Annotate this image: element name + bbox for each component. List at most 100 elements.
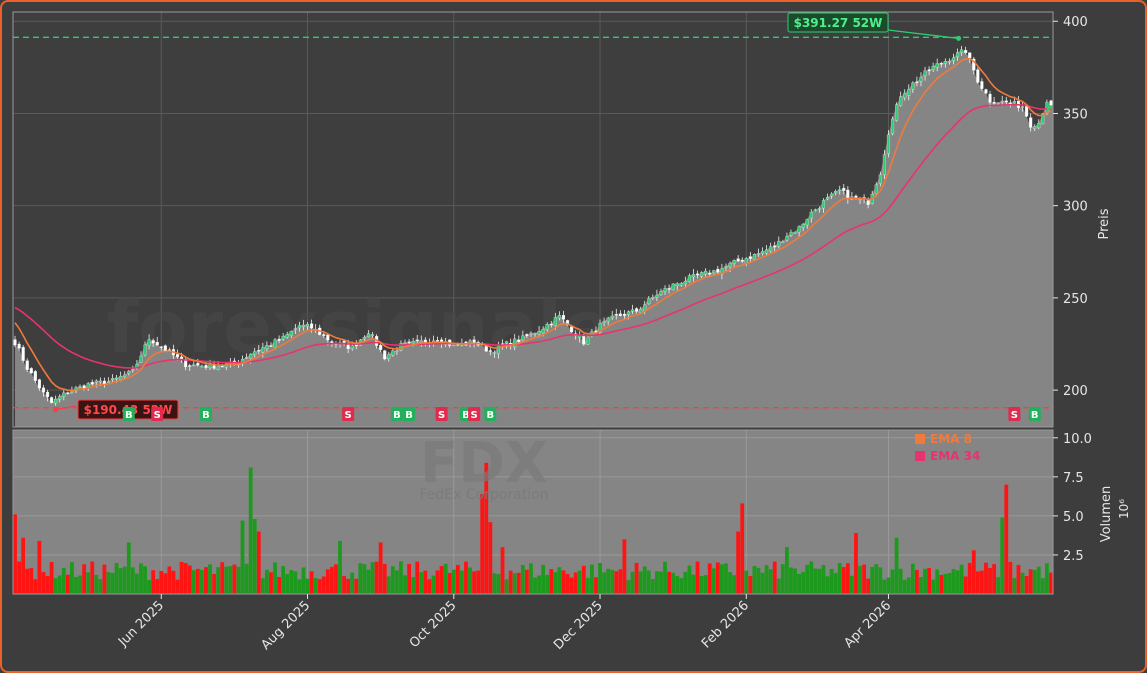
candle-body [671,283,675,291]
candle-body [988,93,992,103]
candle-body [1020,106,1025,108]
volume-bar [285,574,290,594]
candle-body [606,317,610,322]
candle-body [1025,106,1029,117]
volume-bar [208,564,212,594]
candle-body [1041,113,1045,124]
volume-bar [776,578,781,594]
candle-body [159,346,163,348]
x-tick-label: Oct 2025 [407,598,460,651]
candle-body [878,174,882,184]
volume-bar [468,567,472,594]
volume-bar [102,564,107,594]
volume-bar [752,566,757,594]
candle-body [964,50,968,53]
candle-body [411,341,415,344]
candle-body [1000,100,1004,103]
candle-body [984,89,988,94]
volume-bar [760,572,765,594]
legend-swatch [915,451,925,461]
volume-bar [301,567,306,594]
volume-bar [480,494,485,594]
volume-bar [281,566,286,594]
candle-body [765,249,769,254]
volume-bar [53,578,58,594]
volume-bar [1008,561,1013,594]
volume-tick-label: 7.5 [1063,471,1084,486]
candle-body [732,260,736,264]
volume-bar [967,562,972,594]
volume-bar [216,567,221,594]
volume-bar [992,564,996,594]
volume-bar [277,576,281,594]
candle-body [188,365,192,367]
volume-bar [671,572,676,594]
volume-bar [260,578,265,594]
candle-body [533,333,537,335]
buy-signal [1028,407,1041,421]
volume-bar [801,572,806,594]
candle-body [679,283,683,286]
candle-body [261,347,265,353]
volume-bar [732,575,736,594]
volume-bar [167,566,172,594]
volume-bar [443,563,448,594]
candle-body [1004,100,1008,103]
candle-body [537,331,541,335]
candle-body [180,356,184,360]
candle-body [720,268,724,275]
volume-bar [325,569,330,594]
volume-bar [25,568,30,594]
volume-bar [94,574,99,594]
candle-body [931,66,935,71]
candle-body [273,339,277,348]
candle-body [1029,117,1033,128]
volume-bar [614,571,619,594]
volume-bar [447,572,452,594]
volume-bar [407,563,411,594]
sell-signal [435,407,448,421]
volume-bar [126,542,131,594]
candle-body [1049,100,1053,106]
volume-bar [330,566,334,594]
volume-bar [789,567,793,594]
buy-signal [403,407,416,421]
volume-bar [350,572,355,594]
sell-signal-label: S [438,410,445,421]
volume-bar [374,561,379,594]
candle-body [305,324,310,327]
volume-bar [358,563,363,594]
candle-body [326,334,330,341]
candle-body [293,328,297,330]
candle-body [789,232,793,236]
volume-bar [293,571,298,594]
candle-body [13,339,17,346]
volume-bar [825,576,830,594]
candle-body [618,313,622,316]
high-52w-label: $391.27 52W [794,16,883,30]
volume-bar [33,579,38,594]
volume-bar [975,571,980,594]
sell-signal [342,407,355,421]
volume-bar [151,570,156,594]
candle-body [17,343,21,349]
candle-body [415,339,419,342]
volume-tick-label: 5.0 [1063,510,1084,525]
candle-body [403,342,407,344]
candle-body [886,134,891,154]
low-52w-pointer [55,405,77,411]
candle-body [610,315,614,318]
candle-body [249,353,253,359]
candle-body [955,52,960,58]
volume-bar [382,563,387,594]
volume-bar [829,568,834,594]
volume-bar [1000,517,1005,594]
candle-body [143,344,147,356]
candle-body [492,352,496,354]
buy-signal [484,407,497,421]
candle-body [825,197,830,200]
volume-bar [122,566,127,594]
candle-body [793,231,797,234]
candle-body [350,345,354,349]
volume-bar [638,571,643,594]
